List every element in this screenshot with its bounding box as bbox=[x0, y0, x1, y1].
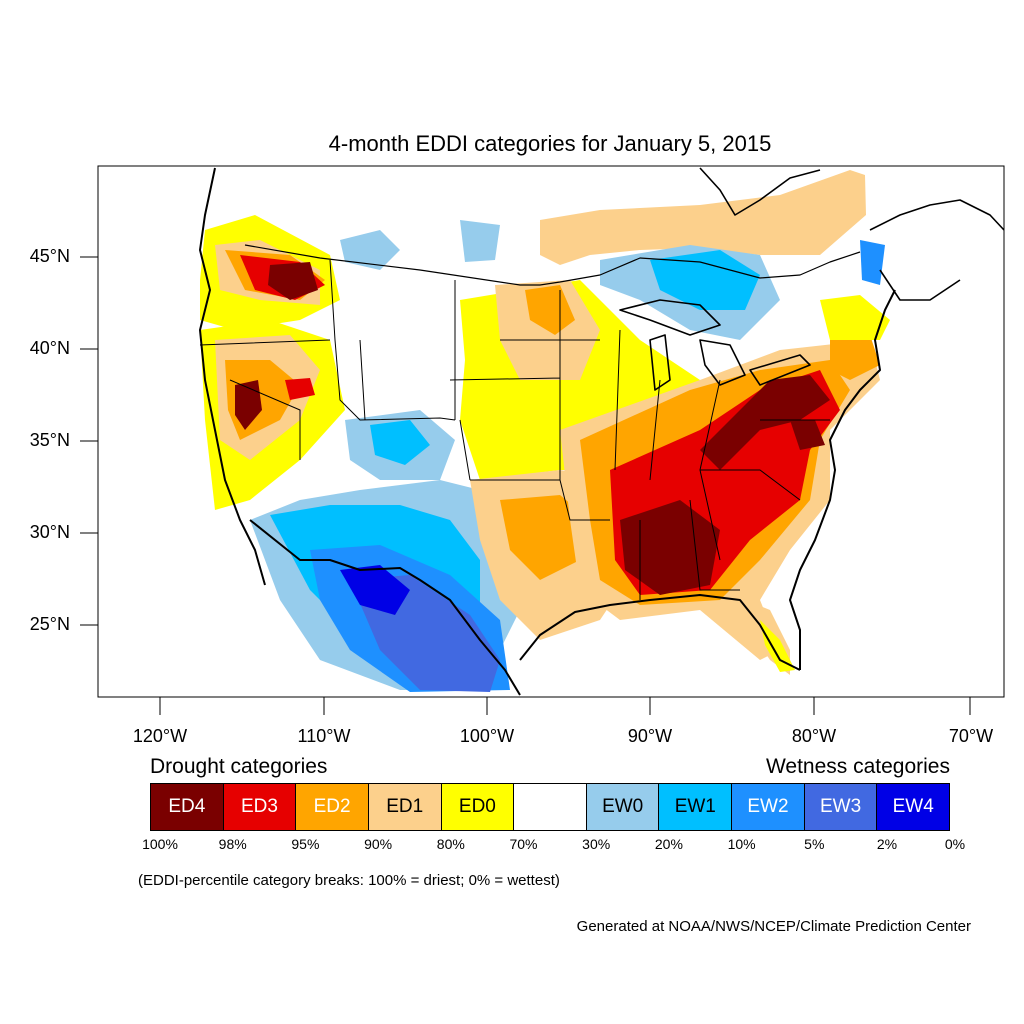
pct-label: 70% bbox=[509, 836, 538, 852]
drought-categories-label: Drought categories bbox=[150, 755, 328, 778]
borders bbox=[199, 167, 1005, 696]
sw-ew4 bbox=[340, 565, 410, 615]
lon-label-100: 100°W bbox=[459, 726, 515, 746]
legend-cat-ed1: ED1 bbox=[367, 783, 442, 831]
pct-label: 100% bbox=[142, 836, 178, 852]
legend-cat-ew1: EW1 bbox=[658, 783, 733, 831]
virginia-ed4 bbox=[790, 420, 825, 450]
legend-cat-ew3: EW3 bbox=[803, 783, 878, 831]
lat-label-25: 25°N bbox=[29, 614, 70, 634]
newengland-ed0 bbox=[820, 295, 890, 340]
dakota-ed2 bbox=[525, 285, 575, 335]
lon-tick-marks bbox=[159, 697, 971, 715]
pct-label: 20% bbox=[654, 836, 683, 852]
canada-ew0-patch-west bbox=[340, 230, 400, 270]
wetness-categories-label: Wetness categories bbox=[765, 755, 950, 778]
pct-label: 10% bbox=[727, 836, 756, 852]
se-ed4-gulf bbox=[620, 500, 720, 595]
great-lakes bbox=[619, 299, 811, 391]
lon-label-70: 70°W bbox=[948, 726, 994, 746]
texas-ed2 bbox=[500, 495, 590, 580]
hudson-shore bbox=[699, 167, 1005, 301]
state-borders bbox=[199, 259, 830, 600]
se-ed4-appalachia bbox=[700, 375, 830, 470]
legend-cat-ew0: EW0 bbox=[585, 783, 660, 831]
credit-line: Generated at NOAA/NWS/NCEP/Climate Predi… bbox=[576, 918, 971, 935]
lon-label-90: 90°W bbox=[627, 726, 673, 746]
lon-label-80: 80°W bbox=[791, 726, 837, 746]
greatlakes-ew1 bbox=[650, 250, 760, 310]
legend-cat-ew2: EW2 bbox=[731, 783, 805, 831]
lat-label-45: 45°N bbox=[29, 246, 70, 266]
canada-ew0-patch-mid bbox=[460, 220, 500, 262]
eddi-shading bbox=[200, 170, 890, 692]
lat-label-40: 40°N bbox=[29, 338, 70, 358]
nw-ed4 bbox=[268, 262, 318, 300]
legend-cat-ed2: ED2 bbox=[295, 783, 369, 831]
lat-label-35: 35°N bbox=[29, 430, 70, 450]
canada-border bbox=[244, 244, 861, 286]
newengland-ed2 bbox=[830, 335, 880, 380]
pct-label: 30% bbox=[582, 836, 611, 852]
legend-cat-neutral bbox=[513, 783, 587, 831]
legend-cat-ed4: ED4 bbox=[150, 783, 224, 831]
legend-color-bar: ED4 ED3 ED2 ED1 ED0 EW0 EW1 EW2 EW3 EW4 bbox=[150, 783, 951, 831]
map-title: 4-month EDDI categories for January 5, 2… bbox=[328, 131, 772, 156]
florida-ed0 bbox=[760, 620, 795, 672]
canada-ed1-band bbox=[540, 170, 866, 265]
pct-label: 95% bbox=[291, 836, 320, 852]
west-ed4 bbox=[235, 380, 262, 430]
utah-ed3 bbox=[285, 378, 315, 400]
pct-label: 90% bbox=[364, 836, 393, 852]
legend-cat-ed3: ED3 bbox=[222, 783, 297, 831]
legend-cat-ed0: ED0 bbox=[440, 783, 515, 831]
category-breaks-note: (EDDI-percentile category breaks: 100% =… bbox=[138, 872, 560, 889]
pct-label: 2% bbox=[876, 836, 898, 852]
pct-label: 0% bbox=[944, 836, 966, 852]
us-outline bbox=[199, 167, 896, 696]
legend-cat-ew4: EW4 bbox=[876, 783, 951, 831]
quebec-ew2 bbox=[860, 240, 885, 285]
pct-label: 98% bbox=[218, 836, 247, 852]
fourcorners-ew1 bbox=[370, 420, 430, 465]
lat-label-30: 30°N bbox=[29, 522, 70, 542]
pct-label: 5% bbox=[804, 836, 825, 852]
lat-tick-marks bbox=[80, 256, 98, 626]
lon-label-110: 110°W bbox=[297, 726, 351, 746]
map-frame bbox=[97, 165, 1005, 698]
lon-label-120: 120°W bbox=[132, 726, 188, 746]
pct-label: 80% bbox=[436, 836, 465, 852]
